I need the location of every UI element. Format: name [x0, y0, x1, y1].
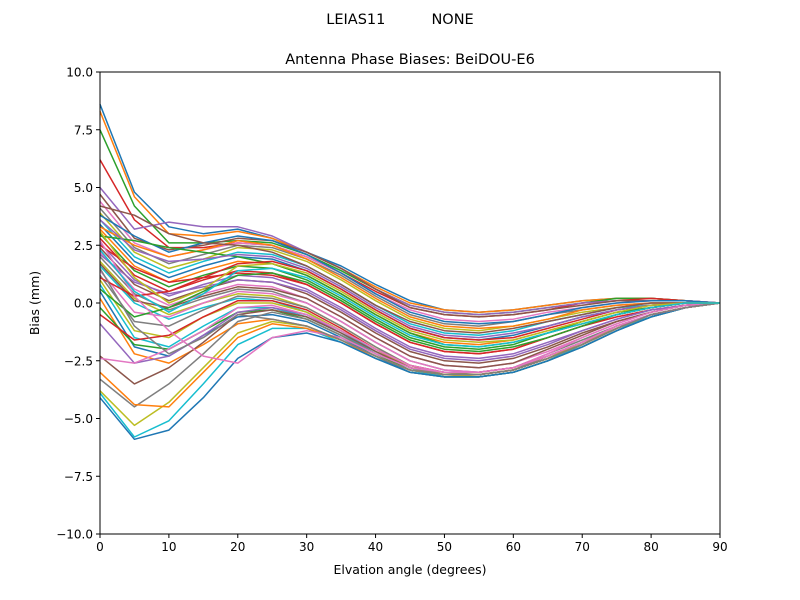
series-line-27 — [99, 270, 721, 374]
y-tick-label: −7.5 — [64, 470, 93, 484]
x-axis-label: Elvation angle (degrees) — [333, 562, 486, 577]
series-line-50 — [99, 249, 720, 348]
y-axis-label: Bias (mm) — [27, 271, 42, 335]
y-tick-label: 2.5 — [74, 239, 93, 253]
x-tick-label: 80 — [643, 540, 658, 554]
series-line-41 — [99, 302, 721, 441]
x-tick-label: 40 — [368, 540, 383, 554]
y-axis: −10.0 −7.5 −5.0 −2.5 0.0 2.5 5.0 7.5 10.0 — [56, 66, 100, 542]
x-tick-label: 70 — [575, 540, 590, 554]
y-tick-label: −2.5 — [64, 354, 93, 368]
y-tick-label: 7.5 — [74, 123, 93, 137]
series-layer — [99, 104, 721, 441]
x-tick-label: 50 — [437, 540, 452, 554]
x-tick-label: 20 — [230, 540, 245, 554]
y-tick-label: 5.0 — [74, 181, 93, 195]
series-line-45 — [99, 219, 720, 339]
y-tick-label: 10.0 — [66, 66, 93, 80]
series-line-6 — [99, 193, 721, 318]
x-tick-label: 30 — [299, 540, 314, 554]
x-tick-label: 60 — [506, 540, 521, 554]
series-line-48 — [99, 268, 721, 376]
figure-suptitle: LEIAS11 NONE — [326, 12, 473, 28]
series-line-47 — [99, 240, 721, 374]
y-tick-label: −10.0 — [56, 528, 93, 542]
series-line-49 — [99, 230, 720, 344]
series-line-25 — [99, 253, 721, 362]
x-tick-label: 0 — [96, 540, 104, 554]
series-line-26 — [99, 263, 721, 369]
x-axis: 0 10 20 30 40 50 60 70 80 90 — [96, 534, 728, 554]
y-tick-label: 0.0 — [74, 297, 93, 311]
series-line-22 — [99, 226, 720, 330]
x-tick-label: 10 — [161, 540, 176, 554]
series-line-46 — [99, 205, 720, 334]
y-tick-label: −5.0 — [64, 412, 93, 426]
chart-title: Antenna Phase Biases: BeiDOU-E6 — [285, 52, 535, 68]
x-tick-label: 90 — [712, 540, 727, 554]
